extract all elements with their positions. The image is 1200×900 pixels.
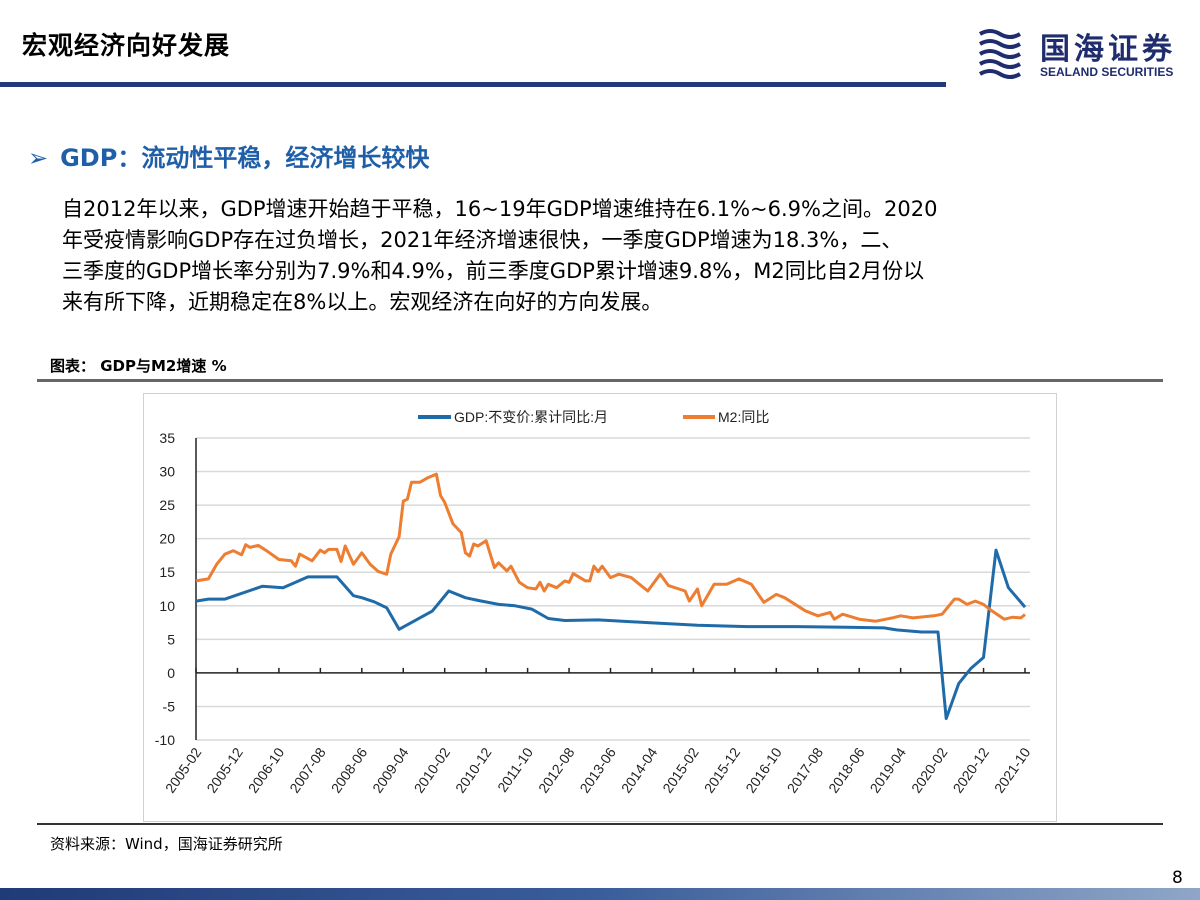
figure-caption: 图表： GDP与M2增速 %	[50, 357, 227, 375]
y-tick-label: 35	[159, 430, 175, 446]
y-tick-label: 30	[159, 464, 175, 480]
x-tick-label: 2018-06	[825, 744, 868, 795]
gdp-m2-chart: 35 30 25 20 15 10 5 0 -5 -102005-022005-122006-10…	[155, 409, 1034, 796]
y-tick-label: 20	[159, 531, 175, 547]
x-tick-label: 2007-08	[286, 744, 329, 795]
body-line: 自2012年以来，GDP增速开始趋于平稳，16~19年GDP增速维持在6.1%~…	[62, 197, 938, 221]
section-heading: ➢ GDP：流动性平稳，经济增长较快	[28, 138, 429, 173]
sealand-logo-icon	[978, 29, 1022, 79]
x-tick-label: 2015-02	[659, 744, 702, 795]
page-number: 8	[1172, 868, 1183, 888]
body-line: 来有所下降，近期稳定在8%以上。宏观经济在向好的方向发展。	[62, 290, 663, 314]
y-tick-label: -10	[155, 732, 175, 748]
x-tick-label: 2005-02	[162, 744, 205, 795]
x-tick-label: 2020-12	[949, 744, 992, 795]
y-tick-label: 25	[159, 497, 175, 513]
x-tick-label: 2009-04	[369, 744, 412, 795]
body-line: 年受疫情影响GDP存在过负增长，2021年经济增速很快，一季度GDP增速为18.…	[62, 228, 903, 252]
gdp-series-line	[195, 548, 1027, 720]
x-tick-label: 2016-10	[742, 744, 785, 795]
x-tick-label: 2014-04	[618, 744, 661, 795]
x-tick-label: 2005-12	[203, 744, 246, 795]
x-tick-label: 2015-12	[701, 744, 744, 795]
m2-series-line	[195, 472, 1026, 623]
body-line: 三季度的GDP增长率分别为7.9%和4.9%，前三季度GDP累计增速9.8%，M…	[62, 259, 925, 283]
y-tick-label: 10	[159, 598, 175, 614]
x-tick-label: 2013-06	[576, 744, 619, 795]
bottom-brand-bar	[0, 888, 1200, 900]
x-tick-label: 2006-10	[245, 744, 288, 795]
x-tick-label: 2020-02	[908, 744, 951, 795]
x-tick-label: 2008-06	[328, 744, 371, 795]
body-paragraph: 自2012年以来，GDP增速开始趋于平稳，16~19年GDP增速维持在6.1%~…	[62, 194, 937, 318]
x-tick-label: 2019-04	[867, 744, 910, 795]
x-tick-label: 2012-08	[535, 744, 578, 795]
legend-label-gdp: GDP:不变价:累计同比:月	[454, 409, 608, 425]
page-title: 宏观经济向好发展	[22, 31, 231, 60]
y-tick-label: -5	[163, 698, 176, 714]
x-tick-label: 2011-10	[494, 744, 536, 795]
y-tick-label: 5	[167, 631, 175, 647]
source-note: 资料来源：Wind，国海证券研究所	[50, 835, 283, 853]
title-divider	[0, 82, 946, 87]
x-tick-label: 2010-12	[452, 744, 495, 795]
y-tick-label: 15	[159, 564, 175, 580]
caption-divider	[37, 379, 1163, 382]
x-tick-label: 2021-10	[991, 744, 1034, 795]
footer-divider	[37, 823, 1163, 825]
logo-text-en: SEALAND SECURITIES	[1040, 65, 1174, 79]
x-tick-label: 2010-02	[411, 744, 454, 795]
y-tick-label: 0	[167, 665, 175, 681]
logo-text-cn: 国海证券	[1040, 32, 1176, 67]
section-heading-text: GDP：流动性平稳，经济增长较快	[60, 144, 430, 172]
chart-frame	[143, 393, 1057, 822]
x-tick-label: 2017-08	[784, 744, 827, 795]
arrow-bullet-icon: ➢	[28, 144, 49, 172]
legend-label-m2: M2:同比	[718, 409, 769, 425]
